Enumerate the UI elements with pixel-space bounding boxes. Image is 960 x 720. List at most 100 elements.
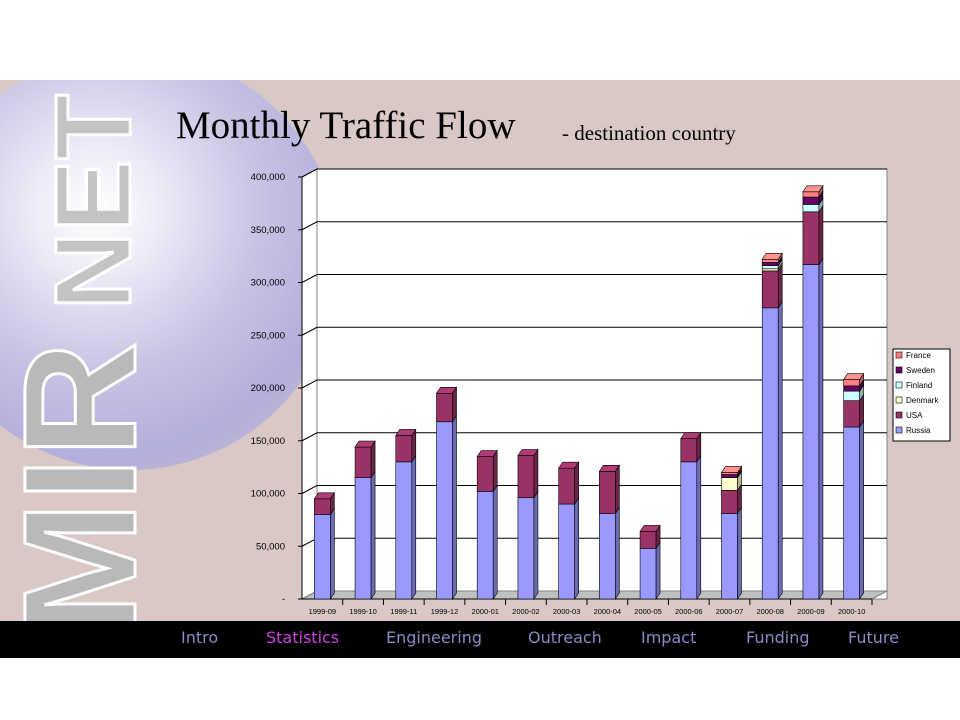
y-tick-label: 150,000 bbox=[251, 436, 285, 447]
nav-funding[interactable]: Funding bbox=[746, 628, 810, 647]
x-tick-label: 2000-02 bbox=[512, 607, 540, 616]
nav-outreach[interactable]: Outreach bbox=[528, 628, 602, 647]
gridline bbox=[301, 379, 887, 389]
bar-top-usa bbox=[476, 450, 498, 457]
y-tick-label: 300,000 bbox=[251, 278, 285, 289]
bar-france bbox=[761, 258, 779, 263]
bar-usa bbox=[843, 400, 860, 428]
bar-side-russia bbox=[411, 454, 417, 600]
bar-side-russia bbox=[818, 257, 824, 600]
bar-denmark bbox=[761, 268, 779, 272]
bar-side-usa bbox=[533, 448, 539, 499]
bar-side-usa bbox=[574, 461, 579, 506]
gridline bbox=[301, 168, 887, 178]
mirnet-logo: MIR NET bbox=[0, 93, 160, 622]
bar-top-usa bbox=[598, 465, 620, 472]
legend-label-finland: Finland bbox=[906, 381, 932, 390]
bar-top-france bbox=[720, 466, 743, 473]
x-tick-label: 2000-03 bbox=[553, 607, 581, 616]
bar-sweden bbox=[721, 474, 738, 478]
bar-top-usa bbox=[639, 525, 661, 532]
bar-denmark bbox=[721, 477, 738, 491]
nav-future[interactable]: Future bbox=[848, 628, 899, 647]
x-tick-label: 2000-07 bbox=[716, 607, 744, 616]
bar-side-russia bbox=[615, 506, 620, 600]
bar-top-usa bbox=[517, 449, 539, 456]
x-tick-label: 1999-10 bbox=[349, 607, 377, 616]
y-tick-label: 400,000 bbox=[251, 172, 285, 183]
chart-subtitle: - destination country bbox=[562, 121, 736, 145]
bar-russia bbox=[639, 548, 657, 600]
y-tick-label: 350,000 bbox=[251, 225, 285, 236]
bar-side-usa bbox=[777, 263, 783, 309]
legend-label-france: France bbox=[906, 351, 931, 360]
nav-bar: Intro Statistics Engineering Outreach Impact… bbox=[0, 621, 960, 658]
bar-top-usa bbox=[558, 461, 580, 469]
bar-top-usa bbox=[435, 386, 458, 394]
bar-finland bbox=[843, 390, 860, 401]
bar-usa bbox=[314, 498, 331, 515]
x-tick-label: 1999-09 bbox=[309, 607, 337, 616]
x-tick-label: 2000-08 bbox=[756, 607, 784, 616]
bar-top-usa bbox=[680, 432, 702, 439]
bar-usa bbox=[680, 438, 698, 463]
bar-finland bbox=[802, 204, 820, 213]
nav-impact[interactable]: Impact bbox=[641, 628, 697, 647]
bar-side-russia bbox=[574, 497, 579, 600]
x-tick-label: 2000-09 bbox=[797, 607, 825, 616]
nav-intro[interactable]: Intro bbox=[181, 628, 219, 647]
legend-swatch-russia bbox=[895, 426, 903, 434]
y-tick-label: 250,000 bbox=[251, 330, 285, 341]
bar-russia bbox=[314, 514, 331, 600]
legend-swatch-sweden bbox=[895, 366, 903, 374]
legend-label-russia: Russia bbox=[906, 426, 931, 435]
svg-text:MIR: MIR bbox=[0, 342, 160, 621]
nav-engineering[interactable]: Engineering bbox=[386, 628, 482, 647]
gridline bbox=[301, 274, 887, 283]
floor bbox=[301, 590, 888, 600]
bar-usa bbox=[802, 211, 820, 265]
legend-box bbox=[892, 348, 951, 442]
gridline bbox=[301, 326, 887, 336]
x-tick-label: 2000-05 bbox=[634, 607, 662, 616]
y-tick-label: - bbox=[282, 594, 285, 605]
legend-label-sweden: Sweden bbox=[906, 366, 935, 375]
bar-side-usa bbox=[615, 464, 620, 515]
bar-side-russia bbox=[533, 490, 539, 600]
bar-russia bbox=[517, 497, 535, 600]
bar-top-usa bbox=[395, 429, 417, 436]
gridline bbox=[301, 221, 887, 231]
legend-swatch-france bbox=[895, 351, 903, 359]
bar-usa bbox=[761, 270, 779, 309]
y-tick-label: 50,000 bbox=[256, 541, 285, 552]
bar-usa bbox=[517, 455, 535, 499]
bar-russia bbox=[721, 513, 738, 600]
x-tick-label: 2000-04 bbox=[594, 607, 622, 616]
x-tick-label: 2000-06 bbox=[675, 607, 703, 616]
bar-side-russia bbox=[696, 454, 702, 600]
legend-swatch-finland bbox=[895, 381, 903, 389]
bar-russia bbox=[761, 307, 779, 600]
bar-usa bbox=[558, 467, 575, 505]
bar-russia bbox=[680, 461, 698, 600]
bar-side-russia bbox=[492, 484, 498, 600]
bar-sweden bbox=[761, 262, 779, 266]
bar-russia bbox=[802, 264, 820, 600]
legend-label-usa: USA bbox=[906, 411, 923, 420]
bar-russia bbox=[843, 426, 860, 600]
bar-side-russia bbox=[452, 414, 457, 600]
bar-sweden bbox=[802, 196, 820, 205]
x-tick-label: 2000-10 bbox=[838, 607, 866, 616]
x-tick-label: 2000-01 bbox=[471, 607, 499, 616]
bar-top-usa bbox=[354, 440, 376, 448]
bar-side-usa bbox=[492, 449, 498, 493]
bar-france bbox=[843, 379, 860, 387]
bar-usa bbox=[599, 471, 616, 514]
nav-statistics[interactable]: Statistics bbox=[266, 628, 340, 647]
legend-swatch-usa bbox=[895, 411, 903, 419]
y-tick-label: 200,000 bbox=[251, 383, 285, 394]
bar-russia bbox=[354, 477, 372, 600]
bar-side-russia bbox=[737, 506, 742, 600]
bar-usa bbox=[436, 392, 453, 423]
